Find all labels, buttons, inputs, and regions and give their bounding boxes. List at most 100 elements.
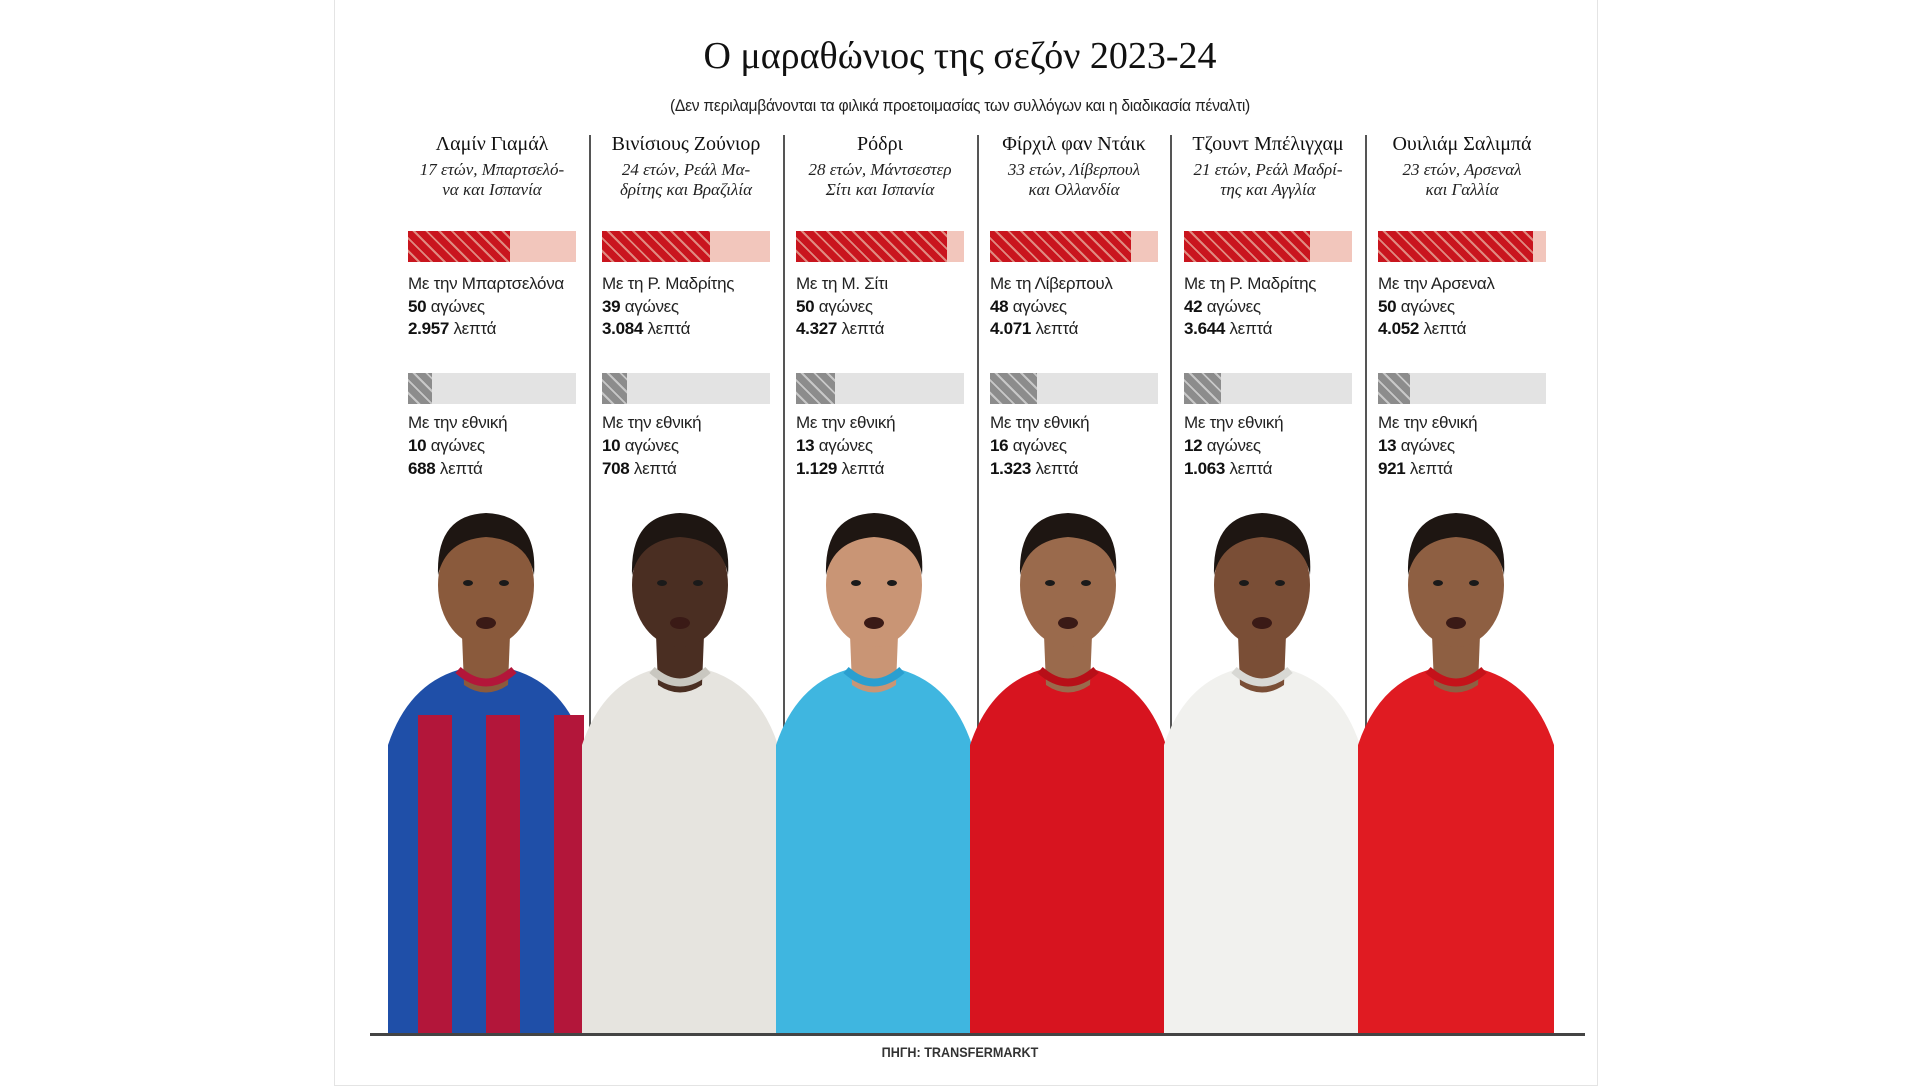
jersey-collar: [1425, 666, 1487, 687]
club-label: Με την Αρσεναλ: [1378, 274, 1495, 293]
national-minutes: 1.063 λεπτά: [1184, 458, 1374, 480]
minutes-unit: λεπτά: [1035, 459, 1079, 478]
club-matches: 39 αγώνες: [602, 296, 792, 318]
national-label: Με την εθνική: [990, 413, 1090, 432]
player-description-line: 21 ετών, Ρεάλ Μαδρί-: [1193, 160, 1343, 179]
national-label: Με την εθνική: [1378, 413, 1478, 432]
national-minutes-value: 921: [1378, 459, 1406, 478]
column-divider: [1365, 135, 1367, 1035]
eye: [1045, 580, 1055, 586]
face: [826, 523, 922, 647]
jersey: [1164, 670, 1360, 1035]
mouth: [1446, 617, 1466, 629]
face: [1214, 523, 1310, 647]
eye: [1275, 580, 1285, 586]
club-minutes-bar: [602, 231, 770, 262]
national-minutes: 1.129 λεπτά: [796, 458, 986, 480]
player-description-line: Σίτι και Ισπανία: [825, 180, 935, 199]
column-divider: [1170, 135, 1172, 1035]
player-name: Βινίσιους Ζούνιορ: [611, 133, 761, 155]
national-matches-value: 13: [1378, 436, 1397, 455]
jersey: [582, 670, 778, 1035]
national-minutes: 708 λεπτά: [602, 458, 792, 480]
player-name: Ουιλιάμ Σαλιμπά: [1392, 133, 1532, 155]
player-description-line: δρίτης και Βραζιλία: [619, 180, 753, 199]
player-description: 17 ετών, Μπαρτσελό- να και Ισπανία: [394, 160, 590, 200]
club-minutes-bar: [1378, 231, 1546, 262]
eye: [1081, 580, 1091, 586]
national-minutes-bar-fill: [990, 373, 1038, 404]
jersey-collar: [1231, 666, 1293, 687]
club-minutes: 4.071 λεπτά: [990, 318, 1180, 340]
minutes-unit: λεπτά: [841, 459, 885, 478]
club-minutes-bar: [990, 231, 1158, 262]
eye: [463, 580, 473, 586]
club-matches: 50 αγώνες: [408, 296, 598, 318]
player-photo: [970, 513, 1166, 1035]
column-divider: [977, 135, 979, 1035]
column-divider: [783, 135, 785, 1035]
player-description: 24 ετών, Ρεάλ Μα- δρίτης και Βραζιλία: [588, 160, 784, 200]
mouth: [1252, 617, 1272, 629]
club-minutes-value: 4.071: [990, 319, 1032, 338]
matches-unit: αγώνες: [624, 297, 679, 316]
player-photo: [388, 513, 584, 1035]
national-label: Με την εθνική: [1184, 413, 1284, 432]
minutes-unit: λεπτά: [439, 459, 483, 478]
national-minutes-value: 1.323: [990, 459, 1032, 478]
eye: [693, 580, 703, 586]
national-minutes-bar: [602, 373, 770, 404]
club-minutes-bar-fill: [796, 231, 948, 262]
national-matches-value: 10: [408, 436, 427, 455]
national-matches: 13 αγώνες: [1378, 435, 1568, 457]
club-minutes-bar-fill: [990, 231, 1132, 262]
national-matches: 10 αγώνες: [408, 435, 598, 457]
eye: [1433, 580, 1443, 586]
player-description-line: της και Αγγλία: [1220, 180, 1316, 199]
club-minutes-value: 4.052: [1378, 319, 1420, 338]
national-matches: 13 αγώνες: [796, 435, 986, 457]
club-minutes-value: 4.327: [796, 319, 838, 338]
hair: [631, 513, 729, 575]
hair: [825, 513, 923, 575]
club-matches: 50 αγώνες: [796, 296, 986, 318]
national-minutes-bar-fill: [602, 373, 628, 404]
club-minutes: 3.644 λεπτά: [1184, 318, 1374, 340]
national-matches: 10 αγώνες: [602, 435, 792, 457]
club-minutes: 2.957 λεπτά: [408, 318, 598, 340]
national-minutes-value: 1.063: [1184, 459, 1226, 478]
minutes-unit: λεπτά: [1423, 319, 1467, 338]
minutes-unit: λεπτά: [633, 459, 677, 478]
player-description-line: και Γαλλία: [1425, 180, 1499, 199]
matches-unit: αγώνες: [430, 297, 485, 316]
national-minutes-bar: [1378, 373, 1546, 404]
player-photo: [582, 513, 778, 1035]
matches-unit: αγώνες: [818, 436, 873, 455]
national-minutes-bar-fill: [1378, 373, 1410, 404]
national-minutes-bar: [1184, 373, 1352, 404]
player-description-line: να και Ισπανία: [442, 180, 542, 199]
national-matches: 16 αγώνες: [990, 435, 1180, 457]
matches-unit: αγώνες: [1012, 436, 1067, 455]
matches-unit: αγώνες: [1400, 297, 1455, 316]
mouth: [476, 617, 496, 629]
face: [1408, 523, 1504, 647]
matches-unit: αγώνες: [1400, 436, 1455, 455]
player-name: Ρόδρι: [857, 133, 903, 155]
eye: [499, 580, 509, 586]
national-minutes-bar-fill: [1184, 373, 1221, 404]
hair: [437, 513, 535, 575]
matches-unit: αγώνες: [624, 436, 679, 455]
source-credit: ΠΗΓΗ: TRANSFERMARKT: [881, 1044, 1039, 1060]
club-matches-value: 39: [602, 297, 621, 316]
national-minutes-bar: [408, 373, 576, 404]
player-description-line: και Ολλανδία: [1028, 180, 1120, 199]
hair: [1019, 513, 1117, 575]
matches-unit: αγώνες: [818, 297, 873, 316]
face: [1020, 523, 1116, 647]
jersey-stripe: [486, 715, 520, 1035]
baseline-rule: [370, 1033, 1585, 1036]
minutes-unit: λεπτά: [1035, 319, 1079, 338]
club-minutes-bar-fill: [1378, 231, 1533, 262]
national-matches-value: 13: [796, 436, 815, 455]
